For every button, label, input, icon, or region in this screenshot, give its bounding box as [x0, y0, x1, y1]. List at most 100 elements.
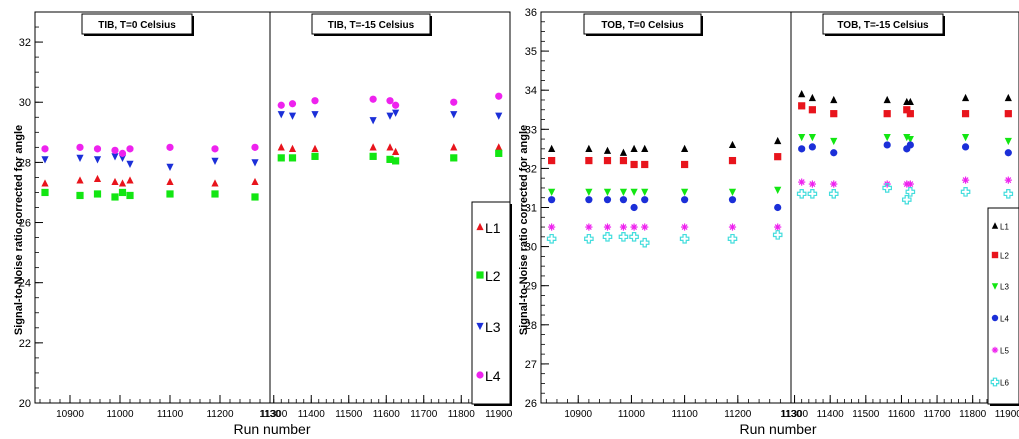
tob-panel1-x-tick-label: 11100 [671, 409, 698, 420]
tob-panel1-point-l1 [603, 146, 612, 154]
tib-panel2-x-tick-label: 11800 [448, 409, 476, 420]
tob-panel2-point-l2 [1004, 110, 1012, 118]
tob-panel1-x-tick-label: 11200 [724, 409, 752, 420]
tob-panel1-point-l2 [619, 156, 628, 165]
tib-panel1-point-l3 [111, 153, 119, 161]
tob-panel1-x-tick-label: 10900 [564, 409, 592, 420]
tib-panel1-point-l3 [76, 154, 84, 162]
tib-panel2-x-tick-label: 11600 [373, 409, 401, 420]
tib-panel1-point-l4 [41, 145, 49, 153]
tob-panel2-x-tick-label: 11300 [781, 409, 809, 420]
tob-y-axis-label: Signal-to-Noise ratio corrected for angl… [518, 125, 530, 335]
tib-y-tick-label: 22 [19, 338, 31, 350]
tib-panel2-x-tick-label: 11900 [485, 409, 513, 420]
tob-panel2-point-l3 [906, 135, 914, 144]
tib-panel1-point-l1 [93, 174, 102, 183]
tob-panel2-x-tick-label: 11500 [852, 409, 880, 420]
tob-legend-label-l5: L5 [1000, 347, 1009, 356]
tob-y-tick-label: 33 [525, 124, 537, 136]
tib-panel2-title-box [311, 13, 431, 35]
tib-panel2-point-l1 [386, 143, 394, 151]
tob-legend-marker-l2 [991, 251, 999, 259]
tib-legend-label-l4: L4 [485, 368, 501, 384]
tob-panel1-point-l3 [603, 188, 612, 196]
tib-panel1-point-l4 [251, 143, 259, 151]
tib-panel2-x-tick-label: 11300 [260, 409, 288, 420]
tob-panel2-point-l6 [796, 189, 807, 199]
tob-panel2-point-l5 [1004, 176, 1012, 184]
tib-panel2-point-l2 [495, 149, 503, 157]
tob-legend-label-l2: L2 [1000, 252, 1009, 261]
tib-y-tick-label: 30 [19, 97, 31, 109]
tob-y-tick-label: 27 [525, 359, 537, 371]
tob-panel2-point-l2 [883, 110, 891, 118]
tob-panel1-title-box [583, 13, 702, 35]
tob-panel2-point-l3 [798, 134, 806, 142]
tob-legend-label-l6: L6 [1000, 379, 1009, 388]
tib-panel2-point-l1 [369, 143, 377, 151]
tib-panel1-point-l1 [166, 177, 174, 186]
tib-panel1-point-l3 [93, 156, 102, 164]
tib-panel1-point-l1 [41, 179, 49, 187]
tib-panel2-point-l4 [386, 97, 394, 105]
tib-panel2-point-l1 [450, 143, 458, 151]
tib-panel1-point-l2 [126, 191, 134, 200]
tob-panel1-point-l2 [681, 160, 689, 169]
tib-legend-marker-l4 [476, 371, 484, 379]
tob-panel2-point-l3 [903, 134, 911, 142]
tib-legend-label-l1: L1 [485, 220, 501, 236]
tob-panel1-point-l6 [618, 232, 629, 242]
tob-panel1-point-l5 [728, 223, 737, 231]
tib-panel2-point-l2 [288, 154, 297, 162]
tob-panel1-point-l1 [641, 144, 649, 152]
tob-panel2-point-l1 [961, 93, 970, 102]
tob-panel2-x-tick-label: 11800 [959, 409, 987, 420]
tob-legend [987, 207, 1019, 405]
tib-panel2-point-l4 [288, 100, 297, 108]
tob-panel2-point-l3 [961, 134, 970, 142]
tob-panel2-point-l5 [798, 178, 806, 186]
tob-panel2-point-l2 [830, 110, 838, 118]
tob-legend-marker-l1 [991, 222, 999, 229]
tob-panel2-title-box [822, 13, 944, 35]
tob-panel2-x-tick-label: 11900 [995, 409, 1019, 420]
tib-panel2-point-l3 [392, 109, 400, 117]
tob-panel1-point-l2 [548, 156, 556, 165]
tob-panel1-point-l2 [603, 156, 612, 165]
tob-panel2-point-l5 [961, 176, 970, 184]
tob-panel1-point-l5 [630, 223, 638, 231]
tib-panel1-point-l2 [166, 190, 174, 198]
tob-legend-marker-l4 [991, 314, 999, 322]
tob-panel1-point-l6 [772, 230, 783, 240]
tob-panel2-point-l2 [906, 110, 914, 118]
tob-y-tick-label: 36 [525, 7, 537, 19]
tob-panel1-point-l1 [630, 144, 638, 152]
tib-panel2-point-l3 [311, 111, 319, 119]
tib-panel1-point-l4 [126, 145, 134, 153]
tob-panel2-point-l4 [830, 149, 838, 157]
tob-panel2-point-l2 [798, 102, 806, 110]
tib-legend-label-l2: L2 [485, 268, 501, 284]
tib-panel2-point-l2 [392, 157, 400, 165]
tib-legend-marker-l3 [476, 322, 484, 331]
tob-y-tick-label: 31 [525, 203, 537, 215]
tob-panel1-point-l6 [679, 233, 690, 244]
tob-panel2-point-l3 [808, 134, 816, 142]
tib-x-axis-label: Run number [233, 421, 310, 437]
tob-panel2-point-l5 [830, 180, 838, 188]
tob-panel2-point-l6 [1003, 189, 1014, 199]
tob-panel1-x-tick-label: 1130 [780, 409, 802, 420]
tib-y-tick-label: 26 [19, 218, 31, 230]
tob-panel1-point-l3 [681, 188, 689, 196]
tib-legend-marker-l1 [476, 222, 484, 231]
tob-panel2-point-l6 [882, 183, 892, 193]
tib-panel1-point-l4 [93, 145, 102, 153]
tib-panel1-title: TIB, T=0 Celsius [98, 20, 176, 31]
tib-panel1-point-l3 [126, 160, 134, 168]
tib-legend-marker-l2 [476, 271, 484, 279]
tob-panel2-point-l3 [883, 134, 891, 142]
tob-y-tick-label: 29 [525, 281, 537, 293]
tib-panel1-point-l1 [76, 176, 84, 184]
tob-panel1-point-l3 [641, 188, 649, 196]
tib-panel2-point-l1 [311, 144, 319, 152]
